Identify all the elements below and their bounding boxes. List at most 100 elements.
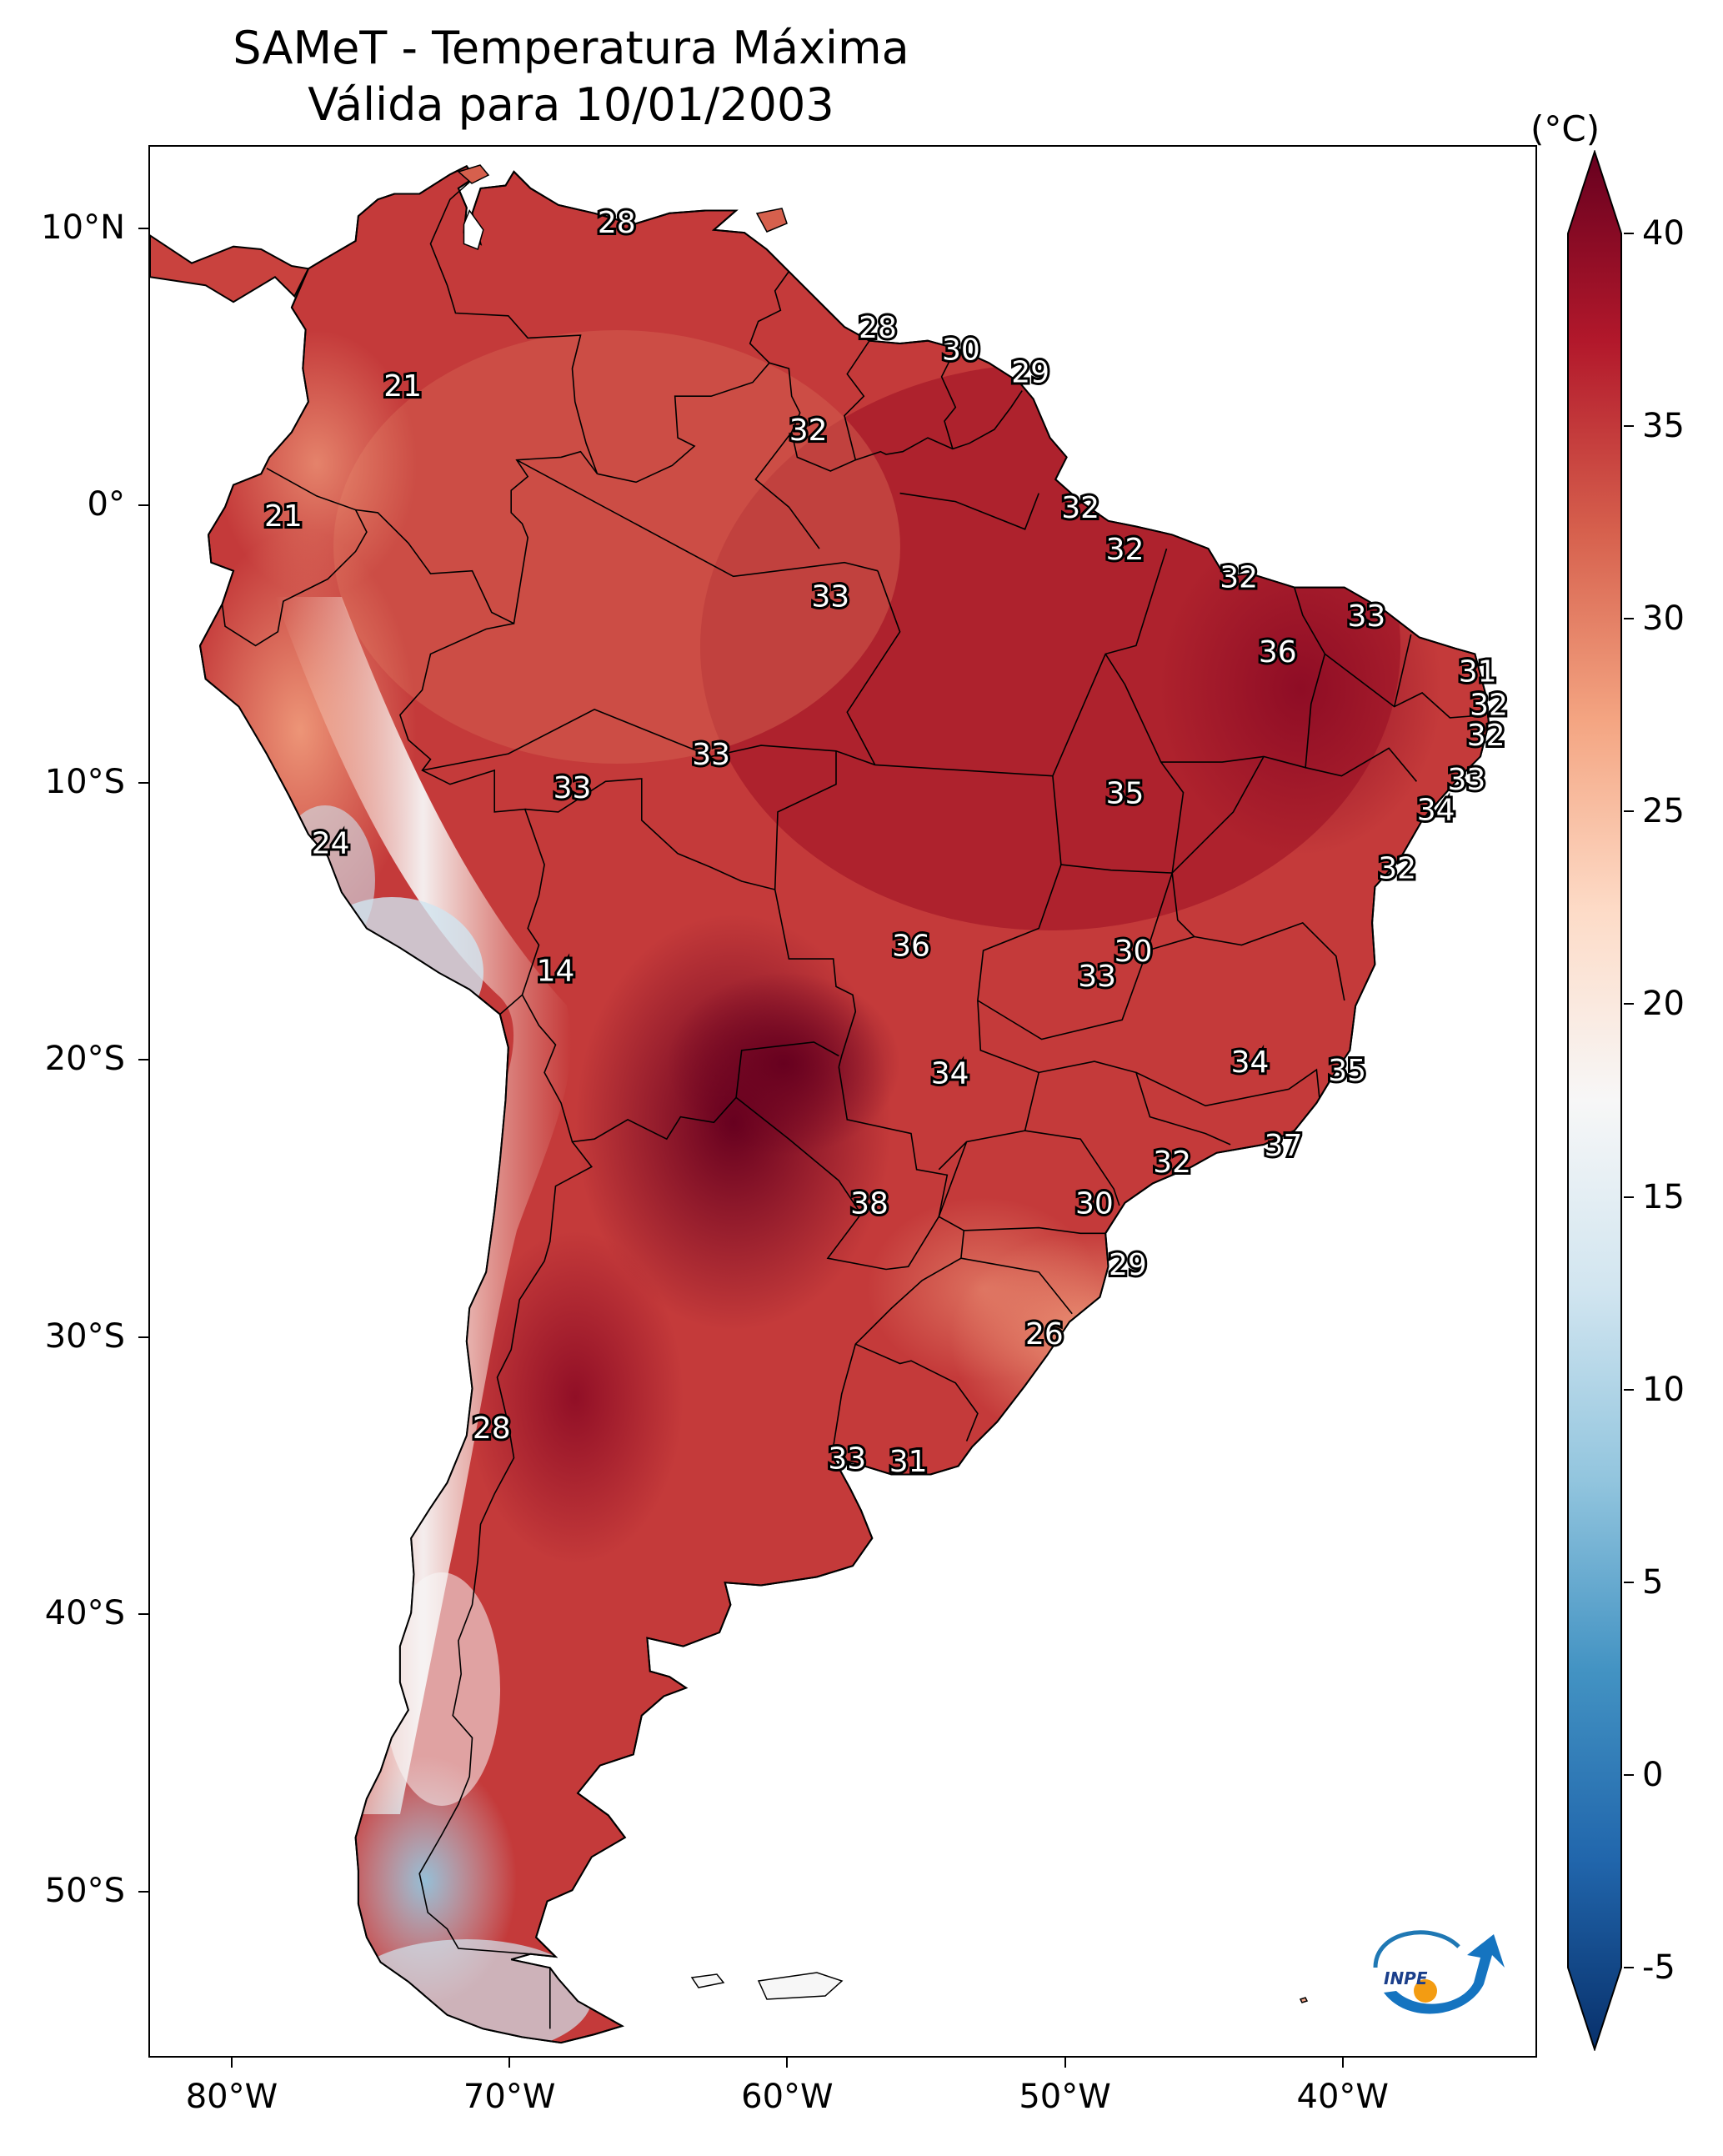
colorbar-tick-mark [1624,1967,1634,1968]
colorbar-tick-mark [1624,1003,1634,1005]
latitude-tick-mark [138,1336,148,1338]
colorbar-unit: (°C) [1530,108,1600,149]
border-line [1160,587,1326,769]
colorbar-tick-mark [1624,425,1634,428]
colorbar-tick-label: 0 [1642,1755,1664,1794]
inpe-logo: INPE [1373,1930,1505,2014]
colorbar-tick-label: 5 [1642,1562,1664,1602]
border-line [774,750,837,890]
temperature-label: 26 [1025,1317,1064,1351]
colorbar-tick-mark [1624,1388,1634,1391]
temperature-label: 33 [1347,599,1385,634]
longitude-tick-mark [508,2058,511,2068]
border-line [516,459,879,578]
temperature-label: 32 [789,414,828,448]
temperature-label: 32 [1470,688,1508,722]
temperature-label: 34 [1231,1045,1270,1080]
border-line [1393,634,1412,707]
temperature-label: 28 [473,1411,511,1446]
longitude-tick-label: 70°W [463,2078,556,2116]
temperature-label: 32 [1106,533,1144,567]
latitude-tick-label: 50°S [44,1871,125,1910]
temperature-label: 35 [1106,777,1144,811]
temperature-label: 29 [1109,1248,1147,1282]
longitude-tick-label: 60°W [741,2078,834,2116]
border-line [1060,653,1185,874]
border-line [597,271,790,484]
temperature-label: 28 [598,206,636,240]
border-line [1305,747,1418,782]
longitude-tick-mark [1064,2058,1066,2068]
temperature-label: 33 [1078,960,1116,994]
temperature-label: 32 [1378,851,1416,885]
longitude-tick-label: 80°W [185,2078,278,2116]
border-line [960,1257,1073,1315]
border-line [1324,653,1486,719]
longitude-tick-mark [1341,2058,1344,2068]
colorbar-tick-label: -5 [1642,1948,1675,1987]
temperature-label: 28 [859,311,897,345]
temperature-label: 31 [889,1445,928,1479]
longitude-tick-mark [786,2058,789,2068]
temperature-label: 34 [931,1056,969,1091]
latitude-tick-mark [138,1613,148,1616]
border-line [524,778,857,1067]
border-line [1135,1068,1320,1107]
border-line [854,1343,979,1442]
latitude-tick-label: 30°S [44,1316,125,1356]
border-line [844,340,870,460]
colorbar-tick-mark [1624,618,1634,620]
temperature-label: 33 [811,580,849,614]
border-line [221,509,368,647]
border-line [832,1216,965,1447]
temperature-label: 21 [383,369,422,404]
islands [457,164,1309,2003]
temperature-label: 33 [1447,763,1485,797]
country-state-borders [221,177,1486,2029]
temperature-label: 33 [828,1442,866,1477]
temperature-label: 35 [1328,1054,1366,1088]
border-line [940,348,957,449]
colorbar-tick-label: 15 [1642,1177,1685,1216]
colorbar-tick-label: 35 [1642,407,1685,446]
latitude-tick-label: 40°S [44,1594,125,1633]
longitude-tick-label: 40°W [1296,2078,1389,2116]
border-line [754,431,820,549]
colorbar-tick-label: 40 [1642,214,1685,253]
latitude-tick-mark [138,1059,148,1061]
central-america [150,234,310,303]
border-line [1171,756,1265,874]
border-line [266,450,599,625]
latitude-tick-label: 10°N [41,208,125,247]
border-line [769,362,1023,472]
lake-maracaibo [463,208,484,251]
temperature-label: 32 [1153,1146,1191,1180]
border-line [899,492,1039,530]
temperature-label: 36 [1259,635,1297,669]
colorbar-tick-label: 30 [1642,599,1685,639]
temperature-label: 33 [692,738,730,772]
temperature-label: 30 [1114,935,1153,969]
temperature-label: 14 [537,954,575,988]
temperature-label: 24 [312,827,350,861]
map-title-line1: SAMeT - Temperatura Máxima [233,22,909,74]
temperature-label: 21 [264,499,303,534]
border-line [521,994,839,1143]
border-line [1052,548,1168,777]
colorbar-tick-label: 20 [1642,985,1685,1024]
temperature-label: 33 [553,771,592,805]
colorbar-tick-mark [1624,810,1634,813]
border-line [418,1141,594,1955]
border-line [938,1141,968,1217]
border-line [1024,1130,1120,1206]
map-title-line2: Válida para 10/01/2003 [308,78,834,131]
colorbar-tick-mark [1624,1196,1634,1198]
temperature-label: 30 [942,333,980,368]
border-line [964,1226,1106,1235]
border-line [735,1066,949,1271]
border-line [1146,873,1196,951]
colorbar-tick-mark [1624,1773,1634,1776]
latitude-tick-mark [138,227,148,229]
